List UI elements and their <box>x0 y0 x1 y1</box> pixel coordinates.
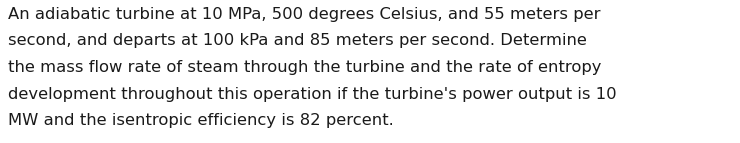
Text: the mass flow rate of steam through the turbine and the rate of entropy: the mass flow rate of steam through the … <box>8 60 602 75</box>
Text: development throughout this operation if the turbine's power output is 10: development throughout this operation if… <box>8 87 616 102</box>
Text: An adiabatic turbine at 10 MPa, 500 degrees Celsius, and 55 meters per: An adiabatic turbine at 10 MPa, 500 degr… <box>8 7 600 22</box>
Text: MW and the isentropic efficiency is 82 percent.: MW and the isentropic efficiency is 82 p… <box>8 113 394 128</box>
Text: second, and departs at 100 kPa and 85 meters per second. Determine: second, and departs at 100 kPa and 85 me… <box>8 33 587 48</box>
